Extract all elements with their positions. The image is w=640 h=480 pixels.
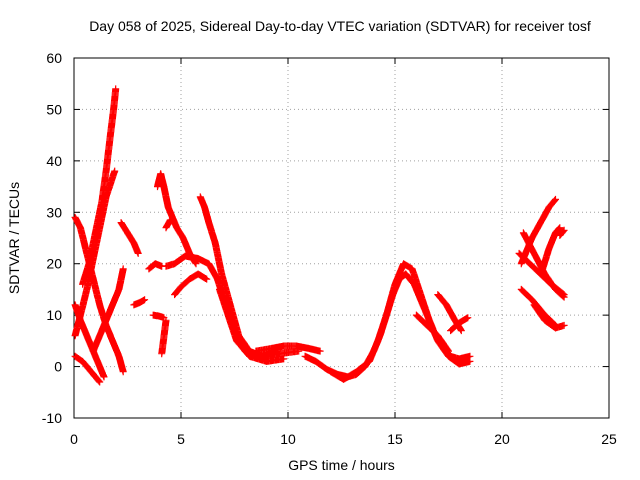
data-point-markers xyxy=(519,229,568,301)
x-tick-label: 5 xyxy=(177,431,185,447)
series-arc-7 xyxy=(117,219,142,257)
series-arc-31 xyxy=(556,226,568,239)
series-arc-27 xyxy=(519,229,568,301)
series-arc-4 xyxy=(71,352,104,386)
data-point-markers xyxy=(117,219,142,257)
series-arc-18 xyxy=(216,285,288,365)
data-point-markers xyxy=(79,85,120,288)
data-point-markers xyxy=(149,311,168,322)
series-arc-23 xyxy=(434,291,465,335)
y-tick-label: -10 xyxy=(42,410,62,426)
series-arc-30 xyxy=(539,224,564,273)
series-arc-6 xyxy=(89,265,127,355)
data-point-markers xyxy=(252,342,324,355)
series-arc-14 xyxy=(162,252,202,270)
data-point-markers xyxy=(327,260,474,383)
data-point-markers xyxy=(171,270,211,299)
x-tick-label: 25 xyxy=(601,431,617,447)
data-point-markers xyxy=(301,270,474,381)
series-arc-19 xyxy=(252,342,324,355)
series-arc-5 xyxy=(79,85,120,288)
series-arc-29 xyxy=(530,301,568,332)
data-point-markers xyxy=(145,260,166,273)
x-tick-label: 15 xyxy=(387,431,403,447)
data-point-markers xyxy=(162,252,202,270)
data-point-markers xyxy=(447,314,472,335)
data-point-markers xyxy=(556,226,568,239)
data-point-markers xyxy=(162,216,174,232)
series-arc-12 xyxy=(154,170,200,268)
chart-title: Day 058 of 2025, Sidereal Day-to-day VTE… xyxy=(89,18,591,34)
series-arc-10 xyxy=(149,311,168,322)
y-tick-label: 30 xyxy=(46,204,62,220)
y-tick-label: 40 xyxy=(46,153,62,169)
data-point-markers xyxy=(130,296,149,309)
series-arc-13 xyxy=(162,216,174,232)
y-tick-label: 10 xyxy=(46,307,62,323)
series-arc-24 xyxy=(447,314,472,335)
data-markers xyxy=(71,85,568,386)
series-arc-11 xyxy=(158,316,170,358)
x-tick-label: 10 xyxy=(280,431,296,447)
data-point-markers xyxy=(71,352,104,386)
y-tick-label: 60 xyxy=(46,50,62,66)
x-tick-label: 0 xyxy=(70,431,78,447)
series-arc-21 xyxy=(327,260,474,383)
data-point-markers xyxy=(412,311,452,355)
y-axis-label: SDTVAR / TECUs xyxy=(6,182,22,294)
data-point-markers xyxy=(216,285,288,365)
x-axis-label: GPS time / hours xyxy=(288,457,395,473)
data-point-markers xyxy=(89,265,127,355)
series-arc-22 xyxy=(412,311,452,355)
x-tick-label: 20 xyxy=(494,431,510,447)
series-arc-8 xyxy=(130,296,149,309)
series-arc-15 xyxy=(171,270,211,299)
data-point-markers xyxy=(530,301,568,332)
series-arc-20 xyxy=(301,270,474,381)
data-point-markers xyxy=(158,316,170,358)
plot-frame xyxy=(73,57,610,419)
data-point-markers xyxy=(539,224,564,273)
y-tick-label: 0 xyxy=(54,359,62,375)
series-arc-9 xyxy=(145,260,166,273)
data-point-markers xyxy=(434,291,465,335)
y-tick-label: 50 xyxy=(46,101,62,117)
data-point-markers xyxy=(154,170,200,268)
y-tick-label: 20 xyxy=(46,256,62,272)
